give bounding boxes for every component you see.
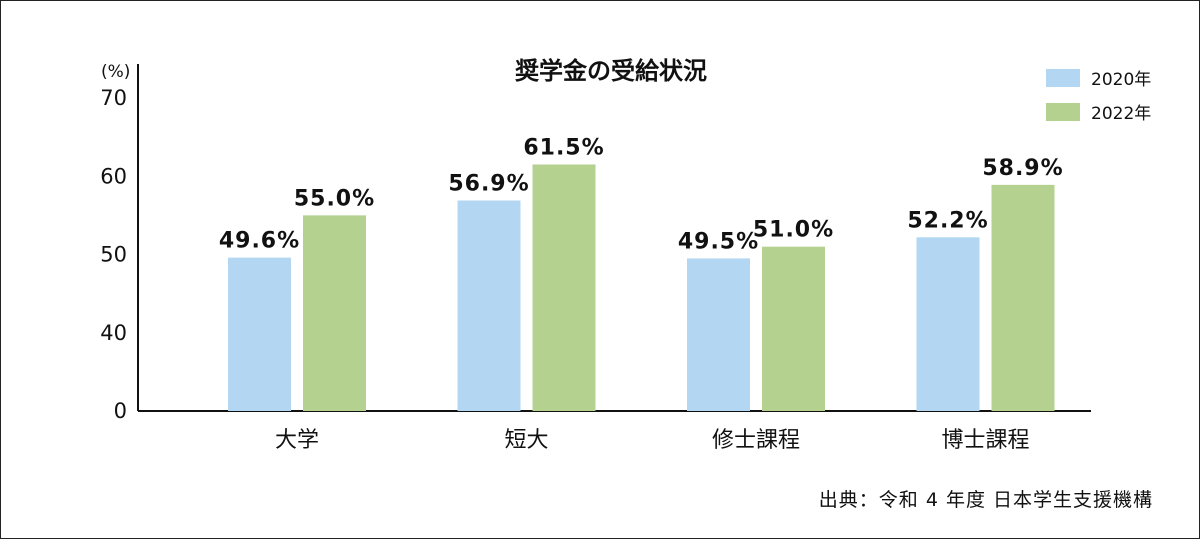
legend-swatch: [1046, 69, 1080, 87]
y-tick-label: 60: [100, 164, 127, 188]
y-tick-label: 70: [100, 86, 127, 110]
chart-title: 奨学金の受給状況: [515, 57, 707, 85]
legend-label: 2020年: [1091, 70, 1151, 90]
data-label: 56.9%: [448, 172, 529, 197]
y-axis-unit: (%): [101, 62, 130, 82]
data-label: 55.0%: [294, 186, 375, 211]
bar: [457, 200, 521, 411]
x-tick-label: 修士課程: [712, 428, 800, 453]
y-tick-label: 0: [114, 399, 127, 423]
data-label: 49.5%: [678, 229, 759, 254]
x-tick-label: 博士課程: [941, 428, 1029, 453]
bar: [762, 246, 825, 411]
source-note: 出典：令和 4 年度 日本学生支援機構: [818, 489, 1153, 511]
y-tick-label: 50: [100, 243, 127, 267]
bar: [916, 237, 980, 411]
data-label: 51.0%: [753, 218, 834, 243]
bar: [303, 215, 366, 411]
bar: [228, 257, 291, 411]
y-tick-label: 40: [100, 321, 127, 345]
data-label: 52.2%: [907, 208, 988, 233]
x-tick-label: 短大: [504, 428, 548, 453]
legend-label: 2022年: [1091, 104, 1151, 124]
bar: [532, 164, 596, 411]
data-label: 49.6%: [219, 229, 300, 254]
x-tick-label: 大学: [275, 428, 319, 453]
data-label: 58.9%: [982, 156, 1063, 181]
bar: [687, 258, 750, 411]
legend-swatch: [1046, 103, 1080, 121]
bar: [991, 184, 1055, 411]
data-label: 61.5%: [523, 136, 604, 161]
